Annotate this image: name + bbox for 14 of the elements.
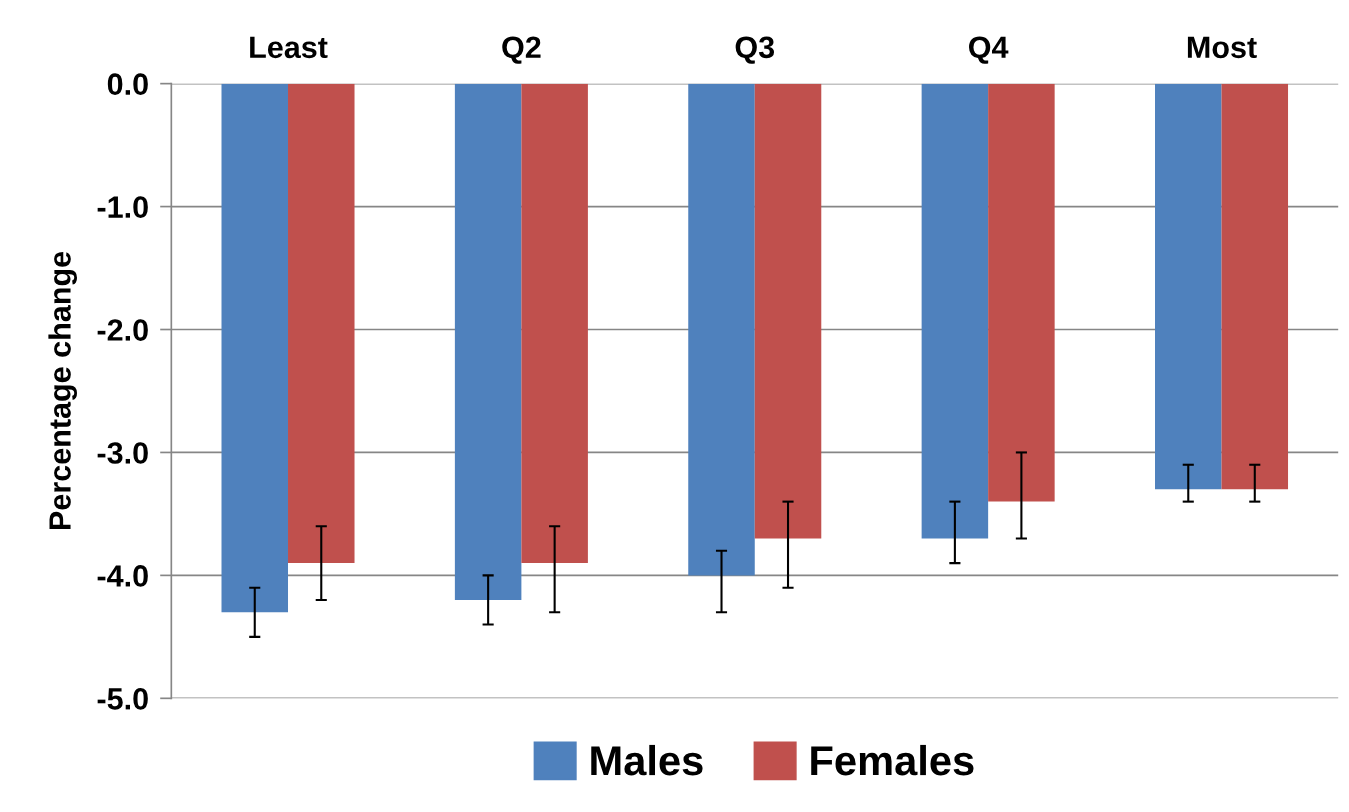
x-tick-label: Q2 — [502, 36, 541, 64]
y-tick-label: -2.0 — [97, 319, 148, 341]
y-tick-label: -4.0 — [97, 565, 148, 587]
x-tick-label: Most — [1187, 36, 1257, 59]
y-tick-label: -1.0 — [97, 196, 148, 218]
y-tick-label: -3.0 — [97, 442, 148, 464]
y-axis-title: Percentage change — [48, 251, 78, 530]
x-tick-label: Q4 — [969, 36, 1009, 64]
y-tick-label: -5.0 — [97, 688, 148, 710]
legend-label: Males — [591, 744, 703, 776]
x-tick-label: Least — [250, 36, 328, 59]
legend-label: Females — [811, 744, 974, 776]
y-tick-label: 0.0 — [107, 73, 148, 96]
x-tick-label: Q3 — [735, 36, 775, 64]
